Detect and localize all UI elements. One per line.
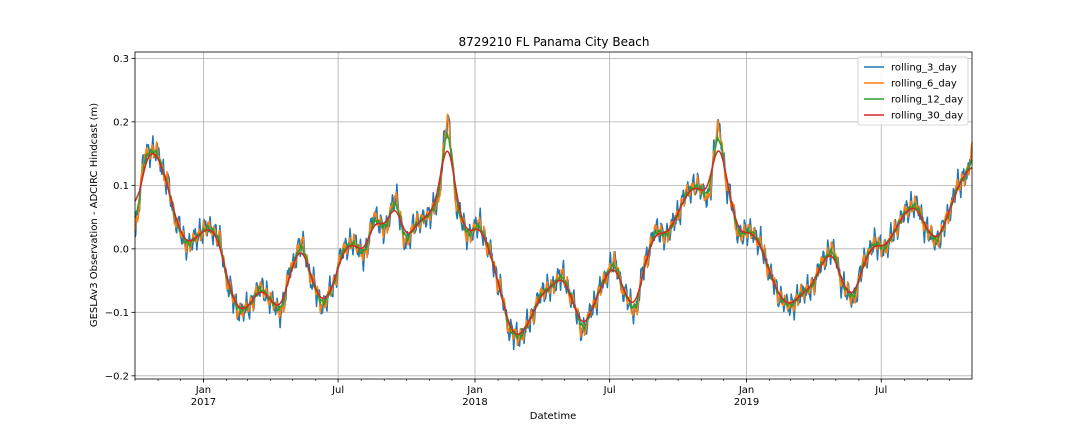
y-tick-label: −0.1 (105, 308, 129, 319)
x-tick-label: Jan (195, 385, 211, 396)
chart-title: 8729210 FL Panama City Beach (458, 35, 649, 49)
y-tick-label: 0.3 (113, 54, 129, 65)
series-line-rolling_30_day (134, 150, 973, 335)
y-tick-label: 0.2 (113, 117, 129, 128)
y-axis: −0.2 −0.1 0.0 0.1 0.2 0.3 (105, 54, 135, 382)
legend-label: rolling_30_day (891, 111, 963, 122)
x-tick-year-label: 2017 (191, 397, 216, 408)
grid (135, 52, 972, 379)
y-tick-label: 0.1 (113, 181, 129, 192)
legend: rolling_3_day rolling_6_day rolling_12_day… (857, 56, 969, 126)
series-line-rolling_12_day (134, 132, 973, 340)
legend-label: rolling_6_day (891, 79, 957, 90)
x-tick-year-label: 2019 (734, 397, 759, 408)
y-axis-label: GESLAv3 Observation - ADCIRC Hindcast (m… (89, 103, 100, 327)
legend-box (857, 56, 969, 126)
x-tick-label: Jul (874, 385, 887, 396)
y-tick-label: 0.0 (113, 244, 129, 255)
x-tick-label: Jan (738, 385, 754, 396)
x-tick-label: Jul (331, 385, 344, 396)
y-tick-label: −0.2 (105, 371, 129, 382)
x-tick-label: Jan (466, 385, 482, 396)
series-layer (134, 113, 973, 351)
x-axis-label: Datetime (530, 411, 577, 422)
series-line-rolling_6_day (134, 113, 973, 347)
legend-label: rolling_12_day (891, 95, 963, 106)
x-tick-year-label: 2018 (462, 397, 487, 408)
plot-frame (134, 51, 973, 380)
x-tick-label: Jul (603, 385, 616, 396)
series-line-rolling_3_day (134, 114, 973, 351)
legend-label: rolling_3_day (891, 63, 957, 74)
